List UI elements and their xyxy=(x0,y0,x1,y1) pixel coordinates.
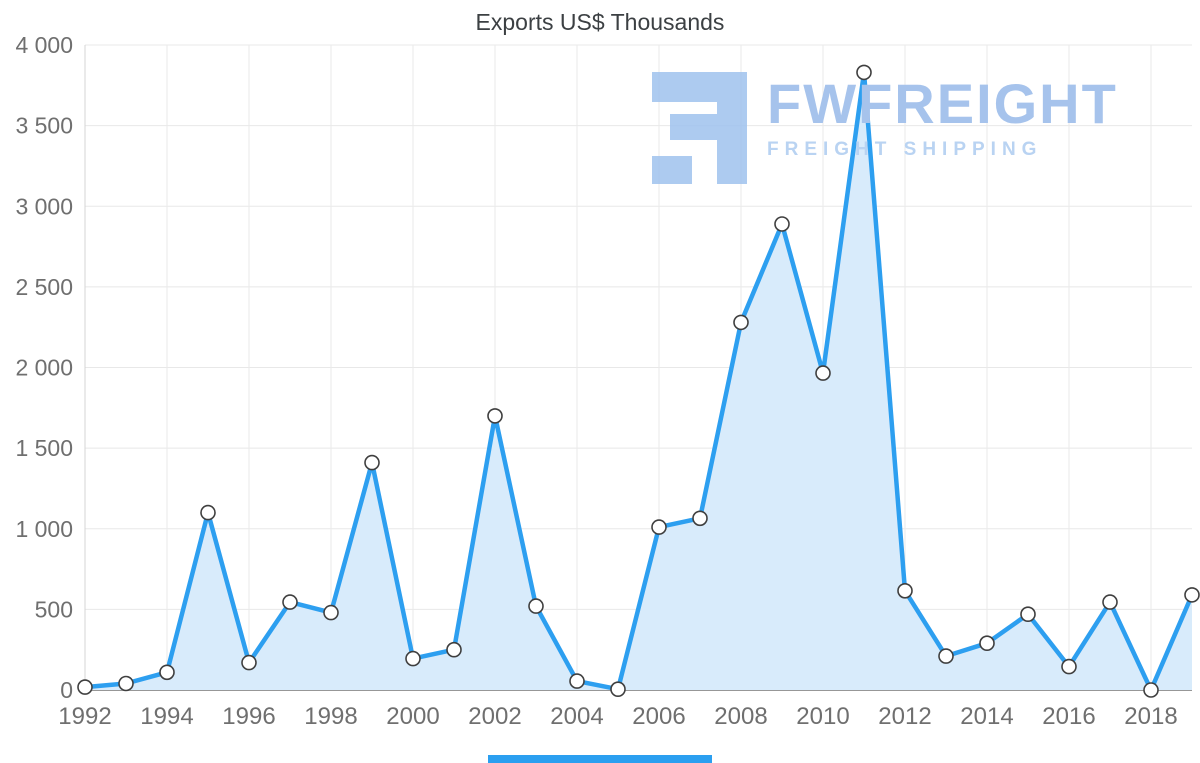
data-point-marker[interactable] xyxy=(282,594,298,610)
data-point-marker[interactable] xyxy=(651,519,667,535)
horizontal-scrollbar-thumb[interactable] xyxy=(488,755,712,763)
y-axis-label: 3 000 xyxy=(15,193,73,219)
data-point-marker[interactable] xyxy=(1143,682,1159,698)
y-axis-label: 1 500 xyxy=(15,435,73,461)
x-axis-label: 2012 xyxy=(878,703,931,730)
data-point-marker[interactable] xyxy=(897,582,913,599)
x-axis-label: 2000 xyxy=(386,703,439,730)
y-axis-label: 3 500 xyxy=(15,113,73,139)
x-axis-label: 2016 xyxy=(1042,703,1095,730)
data-point-marker[interactable] xyxy=(528,598,544,614)
data-point-marker[interactable] xyxy=(487,408,503,424)
x-axis-label: 2008 xyxy=(714,703,767,730)
y-axis-label: 500 xyxy=(35,596,73,622)
data-point-marker[interactable] xyxy=(815,365,831,381)
x-axis-label: 2010 xyxy=(796,703,849,730)
y-axis-label: 4 000 xyxy=(15,32,73,58)
x-axis-label: 1996 xyxy=(222,703,275,730)
x-axis-label: 1994 xyxy=(140,703,193,730)
chart-title: Exports US$ Thousands xyxy=(475,9,725,35)
data-point-marker[interactable] xyxy=(323,604,339,621)
watermark-logo: FWFREIGHT FREIGHT SHIPPING xyxy=(652,72,1137,184)
data-point-marker[interactable] xyxy=(446,641,462,658)
data-point-marker[interactable] xyxy=(200,504,216,521)
watermark-brand-text: FWFREIGHT xyxy=(767,72,1118,135)
data-point-marker[interactable] xyxy=(774,216,790,232)
x-axis-label: 2018 xyxy=(1124,703,1177,730)
data-point-marker[interactable] xyxy=(364,454,380,471)
data-point-marker[interactable] xyxy=(692,510,708,527)
area-fill xyxy=(85,72,1192,690)
data-point-marker[interactable] xyxy=(405,650,421,667)
x-axis-label: 2006 xyxy=(632,703,685,730)
x-axis-label: 2004 xyxy=(550,703,603,730)
y-axis-label: 2 000 xyxy=(15,355,73,381)
x-axis-label: 2002 xyxy=(468,703,521,730)
y-axis-label: 0 xyxy=(60,677,73,703)
data-point-marker[interactable] xyxy=(159,664,175,681)
watermark-subtitle-text: FREIGHT SHIPPING xyxy=(767,139,1043,161)
data-point-marker[interactable] xyxy=(569,673,585,689)
data-point-marker[interactable] xyxy=(1020,606,1036,623)
data-point-marker[interactable] xyxy=(1102,594,1118,610)
data-point-marker[interactable] xyxy=(77,679,93,695)
x-axis-label: 1992 xyxy=(58,703,111,730)
watermark-text-block: FWFREIGHT FREIGHT SHIPPING xyxy=(767,72,1137,161)
y-axis-label: 1 000 xyxy=(15,516,73,542)
data-point-marker[interactable] xyxy=(241,654,257,671)
freight-logo-icon xyxy=(652,72,747,184)
data-point-marker[interactable] xyxy=(118,675,134,692)
x-axis-label: 1998 xyxy=(304,703,357,730)
data-point-marker[interactable] xyxy=(610,681,626,698)
y-axis-label: 2 500 xyxy=(15,274,73,300)
data-point-marker[interactable] xyxy=(856,64,872,81)
data-point-marker[interactable] xyxy=(938,648,954,664)
data-point-marker[interactable] xyxy=(733,314,749,331)
x-axis-label: 2014 xyxy=(960,703,1013,730)
data-point-marker[interactable] xyxy=(979,635,995,652)
data-point-marker[interactable] xyxy=(1061,658,1077,675)
data-line xyxy=(82,70,1195,693)
data-point-marker[interactable] xyxy=(1184,587,1200,603)
